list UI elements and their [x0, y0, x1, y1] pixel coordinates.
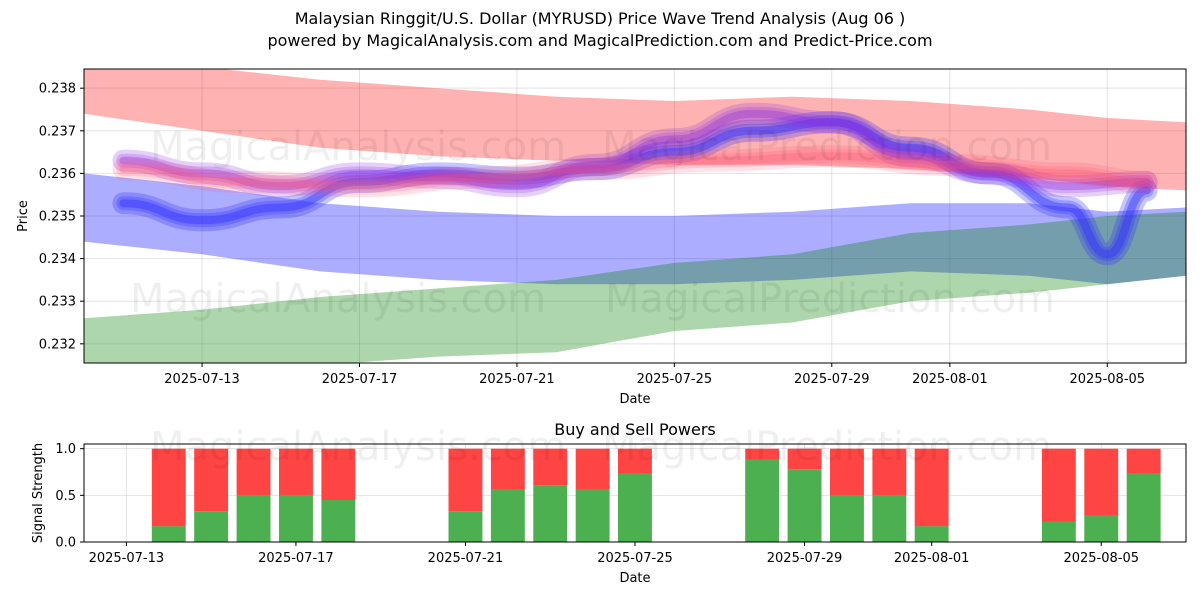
watermark-text: MagicalAnalysis.com — [150, 124, 566, 170]
purple-wave-line — [116, 106, 1154, 194]
bottom-x-tick-label: 2025-07-25 — [597, 551, 673, 566]
purple-wave-line — [112, 102, 1158, 198]
top-x-tick-label: 2025-07-21 — [479, 372, 555, 387]
watermark-text: MagicalPrediction.com — [602, 124, 1052, 170]
buy-power-bar — [745, 458, 780, 542]
chart-subtitle: powered by MagicalAnalysis.com and Magic… — [267, 31, 933, 50]
buy-power-bar — [1084, 515, 1119, 542]
top-grid — [84, 69, 1186, 363]
sell-power-bar — [1126, 448, 1161, 474]
buy-power-bar — [490, 489, 525, 542]
watermark-text: MagicalPrediction.com — [605, 276, 1055, 322]
sell-power-bar — [151, 448, 186, 527]
buy-power-bar — [321, 500, 356, 542]
bottom-axes: 2025-07-13 2025-07-17 2025-07-21 2025-07-25… — [31, 420, 1187, 586]
sell-power-bar — [618, 448, 652, 474]
blue-wave-line — [119, 118, 1151, 259]
blue-wave-line — [112, 111, 1158, 266]
watermark-text: MagicalAnalysis.com — [130, 276, 546, 322]
top-x-tick-label: 2025-08-01 — [912, 372, 988, 387]
sell-power-bar — [787, 448, 822, 470]
bottom-x-tick-label: 2025-07-21 — [428, 551, 504, 566]
bottom-x-tick-label: 2025-07-17 — [258, 551, 334, 566]
bottom-y-tick-label: 1.0 — [55, 442, 76, 457]
top-y-tick-label: 0.236 — [39, 167, 76, 182]
buy-power-bar — [279, 495, 313, 542]
top-y-tick-label: 0.234 — [39, 252, 76, 267]
sell-power-bar — [1084, 448, 1119, 516]
red-wave-line — [112, 145, 1158, 198]
top-y-axis-label: Price — [16, 200, 31, 232]
red-trend-band — [84, 69, 1186, 191]
buy-power-bar — [830, 495, 864, 542]
bottom-x-axis-label: Date — [619, 571, 650, 586]
bottom-x-tick-label: 2025-07-13 — [89, 551, 165, 566]
power-plot — [151, 448, 1161, 542]
sell-power-bar — [914, 448, 949, 527]
bottom-y-tick-label: 0.0 — [55, 536, 76, 551]
watermark-text: MagicalAnalysis.com — [150, 424, 566, 470]
buy-power-bar — [618, 473, 652, 542]
chart-title: Malaysian Ringgit/U.S. Dollar (MYRUSD) P… — [294, 9, 906, 28]
top-x-tick-label: 2025-07-17 — [322, 372, 398, 387]
green-trend-band — [84, 211, 1186, 363]
blue-trend-band — [84, 173, 1186, 285]
bottom-plot-frame — [83, 443, 1187, 543]
top-x-tick-label: 2025-08-05 — [1070, 372, 1146, 387]
buy-power-bar — [1126, 473, 1161, 542]
sell-power-bar — [236, 448, 271, 496]
buy-power-bar — [872, 495, 907, 542]
red-wave-line — [116, 149, 1154, 194]
watermark-layer: MagicalAnalysis.com MagicalPrediction.com… — [130, 124, 1055, 470]
top-y-tick-label: 0.233 — [39, 295, 76, 310]
top-y-tick-label: 0.232 — [39, 337, 76, 352]
top-plot-frame — [83, 68, 1187, 364]
sell-power-bar — [830, 448, 864, 496]
sell-power-bar — [1041, 448, 1076, 522]
buy-power-bar — [914, 526, 949, 542]
sell-power-bar — [575, 448, 610, 490]
sell-power-bar — [745, 448, 780, 459]
sell-power-bar — [194, 448, 229, 512]
buy-power-bar — [533, 485, 568, 542]
sell-power-bar — [872, 448, 907, 496]
sell-power-bar — [448, 448, 483, 512]
top-x-tick-label: 2025-07-25 — [637, 372, 713, 387]
buy-power-bar — [151, 526, 186, 542]
bottom-y-axis-label: Signal Strength — [31, 443, 46, 543]
top-y-tick-label: 0.238 — [39, 82, 76, 97]
top-y-tick-label: 0.237 — [39, 124, 76, 139]
watermark-text: MagicalPrediction.com — [602, 424, 1052, 470]
buy-power-bar — [236, 495, 271, 542]
bottom-x-tick-label: 2025-07-29 — [767, 551, 843, 566]
bottom-y-tick-label: 0.5 — [55, 489, 76, 504]
bottom-x-tick-label: 2025-08-01 — [894, 551, 970, 566]
top-x-tick-label: 2025-07-29 — [794, 372, 870, 387]
sell-power-bar — [490, 448, 525, 490]
bottom-x-tick-label: 2025-08-05 — [1063, 551, 1139, 566]
top-y-tick-label: 0.235 — [39, 210, 76, 225]
blue-wave-line — [116, 115, 1154, 262]
buy-power-bar — [575, 489, 610, 542]
top-x-tick-label: 2025-07-13 — [164, 372, 240, 387]
buy-power-bar — [787, 469, 822, 542]
sell-power-bar — [533, 448, 568, 486]
red-wave-line — [119, 152, 1151, 191]
price-plot — [84, 69, 1186, 363]
power-chart-title: Buy and Sell Powers — [554, 420, 716, 439]
buy-power-bar — [1041, 521, 1076, 542]
buy-power-bar — [194, 511, 229, 542]
buy-power-bar — [448, 511, 483, 542]
purple-wave-line — [119, 109, 1151, 191]
sell-power-bar — [279, 448, 313, 496]
top-axes: 2025-07-13 2025-07-17 2025-07-21 2025-07-25… — [16, 68, 1187, 407]
top-x-axis-label: Date — [619, 392, 650, 407]
sell-power-bar — [321, 448, 356, 500]
